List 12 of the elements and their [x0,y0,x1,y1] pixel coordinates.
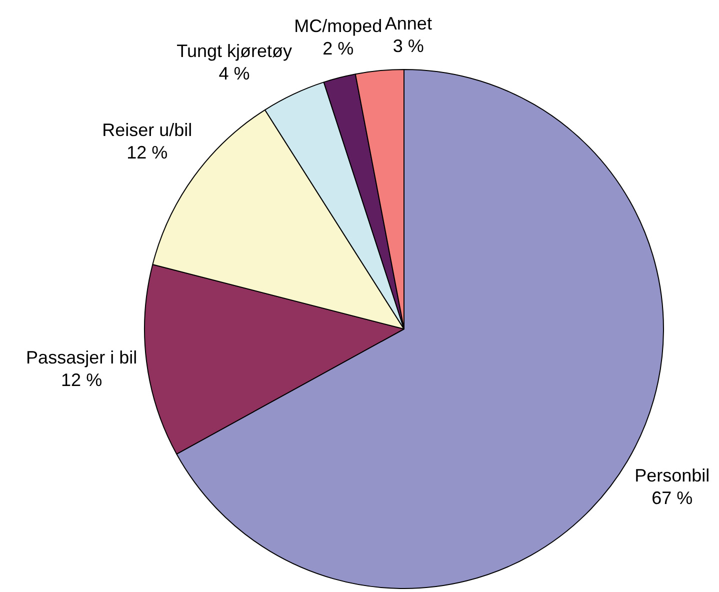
data-label: 12 % [126,142,168,163]
data-label: 12 % [61,370,102,390]
data-label: 67 % [652,488,693,508]
slice-label: Passasjer i bil [26,347,138,368]
slice-label: MC/moped [294,16,382,36]
data-label: 3 % [392,36,424,56]
slice-label: Tungt kjøretøy [176,41,292,62]
slice-label: Annet [384,14,432,34]
slice-label: Reiser u/bil [102,120,192,140]
slice-label: Personbil [634,465,710,486]
data-label: 4 % [218,64,250,84]
data-label: 2 % [322,38,354,58]
